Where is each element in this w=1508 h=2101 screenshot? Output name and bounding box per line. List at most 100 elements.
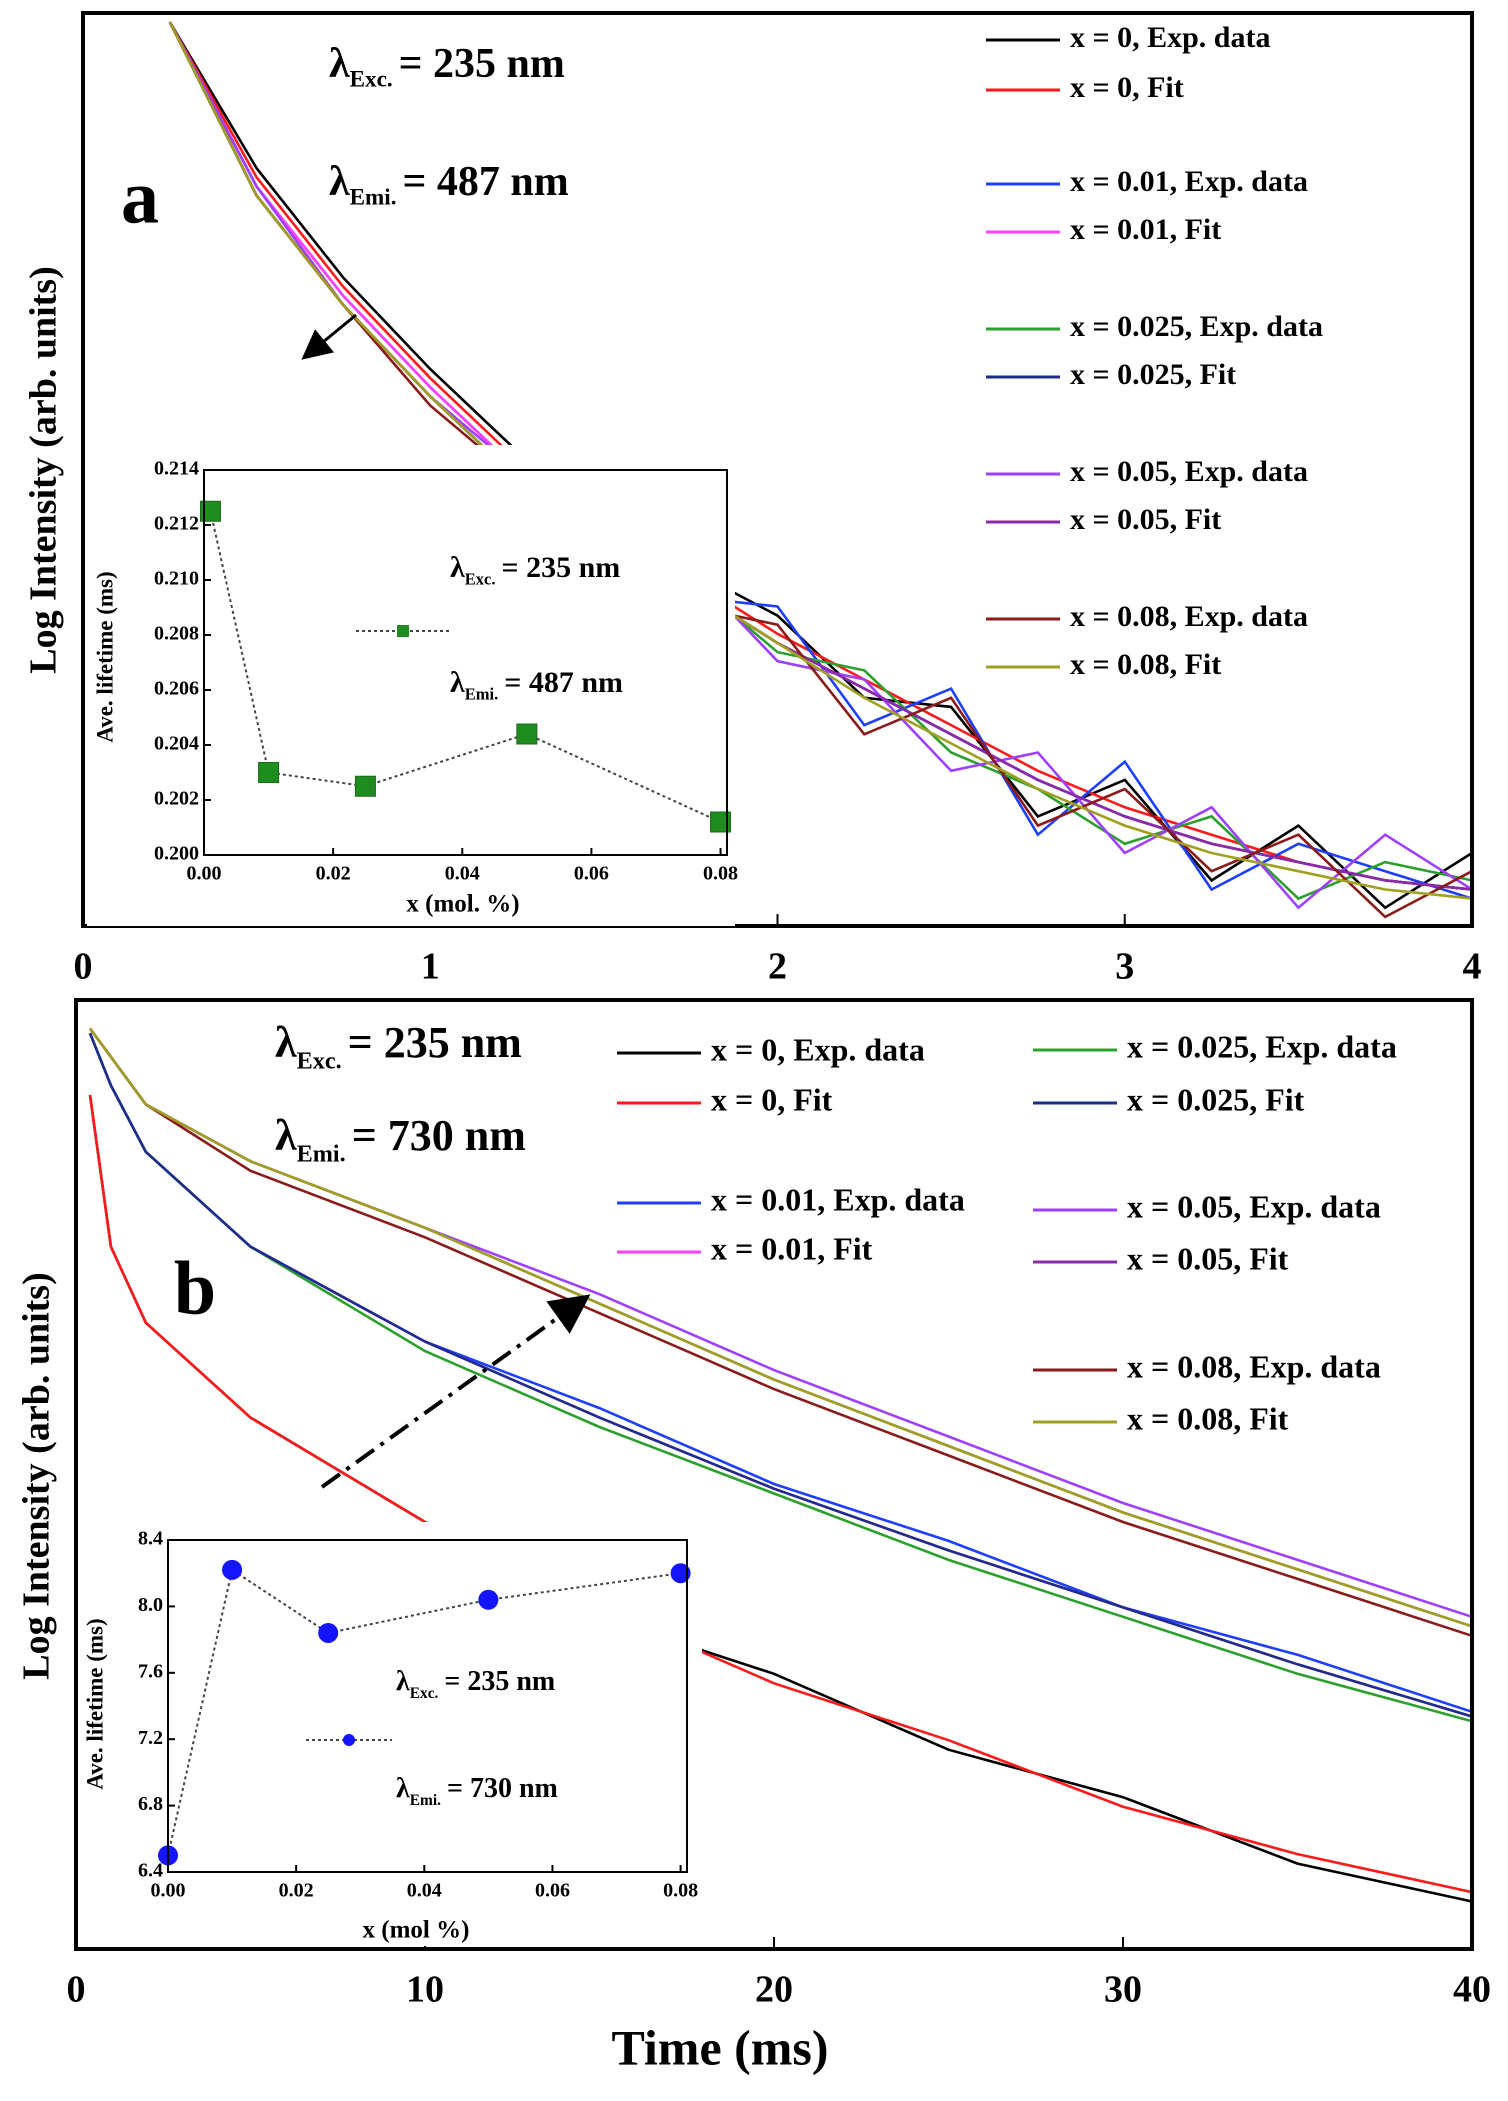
- inset-background: [87, 445, 735, 926]
- x-tick-label: 0.00: [151, 1880, 186, 1902]
- annotation: λExc. = 235 nm: [396, 1666, 555, 1701]
- data-marker: [516, 723, 538, 745]
- legend-label: x = 0.05, Fit: [1127, 1240, 1289, 1276]
- annotation: λEmi. = 487 nm: [329, 159, 569, 210]
- legend-label: x = 0, Exp. data: [1070, 21, 1270, 54]
- arrow: [320, 1294, 591, 1489]
- annotation-symbol: λ: [450, 666, 465, 699]
- annotation-text: = 235 nm: [444, 1666, 555, 1697]
- annotation-symbol: λ: [396, 1666, 410, 1697]
- x-tick-label: 3: [1115, 946, 1134, 988]
- data-marker: [710, 811, 732, 833]
- y-tick-label: 0.210: [154, 568, 199, 590]
- annotation-text: = 487 nm: [504, 666, 623, 699]
- annotation-text: = 730 nm: [352, 1111, 526, 1160]
- legend-marker: [343, 1734, 355, 1746]
- x-tick-label: 0: [74, 946, 93, 988]
- legend-label: x = 0, Fit: [711, 1081, 833, 1117]
- x-tick-label: 0: [67, 1969, 86, 2011]
- plot-area: [168, 21, 1473, 919]
- y-tick-label: 6.8: [138, 1793, 163, 1815]
- annotation-text: = 235 nm: [501, 551, 620, 584]
- y-tick-label: 0.214: [154, 458, 199, 480]
- annotation: λEmi. = 487 nm: [450, 666, 623, 703]
- x-tick-label: 0.08: [703, 863, 738, 885]
- panel-label: b: [174, 1246, 216, 1330]
- x-tick-label: 0.06: [574, 863, 609, 885]
- x-tick-label: 0.00: [187, 863, 222, 885]
- annotation-subscript: Emi.: [297, 1140, 346, 1167]
- x-axis-label: x (mol. %): [406, 891, 519, 918]
- y-tick-label: 0.200: [154, 843, 199, 865]
- x-tick-label: 10: [406, 1969, 444, 2011]
- annotation-symbol: λ: [396, 1773, 410, 1804]
- legend-label: x = 0.01, Exp. data: [1070, 165, 1308, 198]
- legend-label: x = 0.01, Fit: [711, 1230, 873, 1266]
- legend-label: x = 0.025, Fit: [1070, 358, 1236, 391]
- data-marker: [354, 775, 376, 797]
- x-tick-label: 20: [755, 1969, 793, 2011]
- x-tick-label: 1: [421, 946, 440, 988]
- x-tick-label: 0.04: [407, 1880, 442, 1902]
- annotation-text: = 487 nm: [402, 159, 568, 205]
- arrow: [301, 313, 357, 360]
- y-axis-label: Ave. lifetime (ms): [82, 1618, 107, 1789]
- annotation-symbol: λ: [329, 41, 350, 87]
- legend-label: x = 0.01, Exp. data: [711, 1181, 965, 1217]
- data-marker: [670, 1563, 691, 1584]
- data-marker: [199, 500, 221, 522]
- annotation: λEmi. = 730 nm: [275, 1111, 526, 1167]
- annotation-symbol: λ: [329, 159, 350, 205]
- legend-label: x = 0.08, Exp. data: [1127, 1348, 1381, 1384]
- series-line: [168, 21, 1473, 900]
- legend-label: x = 0.025, Fit: [1127, 1081, 1305, 1117]
- x-tick-label: 0.08: [663, 1880, 698, 1902]
- annotation: λExc. = 235 nm: [450, 551, 620, 588]
- y-axis-label: Log Intensity (arb. units): [16, 1272, 58, 1680]
- y-tick-label: 0.212: [154, 513, 199, 535]
- y-tick-label: 7.6: [138, 1660, 163, 1682]
- legend-label: x = 0.08, Fit: [1070, 648, 1221, 681]
- x-tick-label: 0.06: [535, 1880, 570, 1902]
- series-line: [88, 1032, 1473, 1718]
- y-tick-label: 8.4: [138, 1528, 163, 1550]
- annotation-symbol: λ: [450, 551, 465, 584]
- legend-label: x = 0, Exp. data: [711, 1031, 925, 1067]
- legend-marker: [397, 625, 409, 637]
- y-tick-label: 0.204: [154, 733, 199, 755]
- annotation-subscript: Emi.: [465, 684, 498, 703]
- y-tick-label: 0.202: [154, 788, 199, 810]
- y-tick-label: 0.208: [154, 623, 199, 645]
- axes-frame: [167, 1539, 688, 1873]
- x-axis-label: x (mol %): [363, 1917, 470, 1944]
- series-line: [168, 21, 1473, 891]
- data-marker: [318, 1622, 339, 1643]
- axes-frame: [203, 469, 728, 856]
- inset-background: [80, 1522, 702, 1946]
- legend-label: x = 0.05, Exp. data: [1070, 455, 1308, 488]
- data-marker: [258, 762, 280, 783]
- legend-label: x = 0.05, Fit: [1070, 503, 1221, 536]
- series-line: [168, 21, 1473, 919]
- y-tick-label: 8.0: [138, 1594, 163, 1616]
- annotation-subscript: Emi.: [410, 1791, 441, 1808]
- plot-area: [199, 500, 732, 833]
- legend-label: x = 0, Fit: [1070, 71, 1184, 104]
- annotation-subscript: Emi.: [350, 184, 397, 210]
- x-axis-label: Time (ms): [611, 2019, 828, 2075]
- x-tick-label: 40: [1453, 1969, 1491, 2011]
- plot-area: [158, 1559, 691, 1866]
- y-axis-label: Log Intensity (arb. units): [23, 266, 65, 674]
- y-tick-label: 7.2: [138, 1727, 163, 1749]
- annotation: λExc. = 235 nm: [275, 1018, 522, 1074]
- annotation: λExc. = 235 nm: [329, 41, 565, 92]
- y-axis-label: Ave. lifetime (ms): [92, 571, 117, 742]
- x-tick-label: 4: [1463, 946, 1482, 988]
- data-marker: [222, 1559, 243, 1580]
- y-tick-label: 0.206: [154, 678, 199, 700]
- x-tick-label: 0.02: [316, 863, 351, 885]
- data-marker: [478, 1589, 499, 1610]
- legend-label: x = 0.025, Exp. data: [1070, 310, 1323, 343]
- x-tick-label: 30: [1104, 1969, 1142, 2011]
